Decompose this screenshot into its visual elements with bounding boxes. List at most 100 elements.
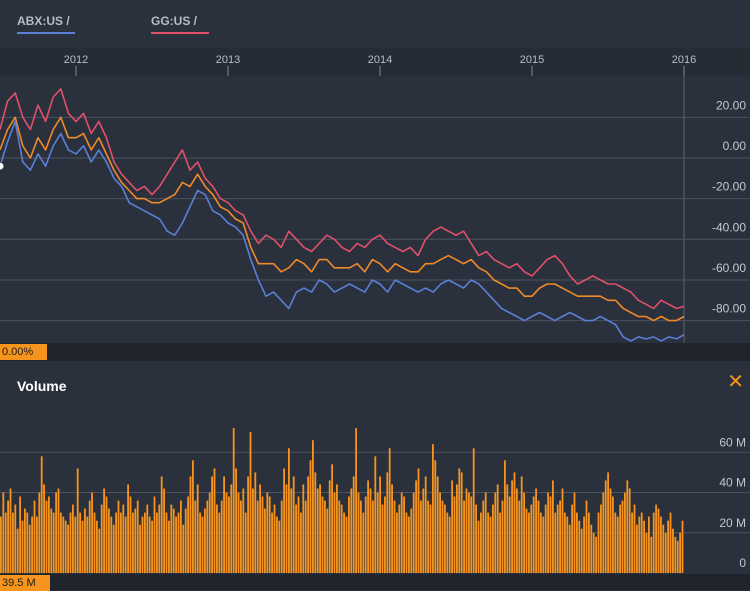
volume-bar xyxy=(408,516,410,573)
volume-bar xyxy=(554,512,557,573)
volume-bar xyxy=(120,512,122,573)
volume-bar xyxy=(175,516,177,573)
volume-bar xyxy=(93,512,96,573)
volume-bar xyxy=(45,500,48,573)
volume-bar xyxy=(98,528,101,573)
volume-bar xyxy=(640,512,643,573)
volume-bar xyxy=(24,508,26,573)
volume-bar xyxy=(127,484,129,573)
volume-bar xyxy=(631,512,633,573)
y-tick-label: -80.00 xyxy=(712,302,746,316)
volume-bar xyxy=(273,504,276,573)
volume-bar xyxy=(621,500,624,573)
volume-bar xyxy=(614,512,617,573)
price-change-tag: 0.00% xyxy=(0,344,48,360)
y-tick-label: -20.00 xyxy=(712,180,746,194)
volume-bar xyxy=(648,516,650,573)
volume-bar xyxy=(340,504,343,573)
volume-bar xyxy=(667,520,669,573)
close-x-icon[interactable]: ✕ xyxy=(727,371,744,393)
volume-bar xyxy=(544,504,547,573)
volume-bar xyxy=(206,500,209,573)
volume-bar xyxy=(352,476,355,573)
volume-bar xyxy=(576,512,578,573)
volume-bar xyxy=(108,508,110,573)
volume-bar xyxy=(76,468,79,573)
volume-bar xyxy=(36,516,38,573)
volume-bar xyxy=(55,492,57,573)
volume-bar xyxy=(585,500,588,573)
volume-bar xyxy=(379,476,381,573)
volume-bar xyxy=(480,512,482,573)
volume-bar xyxy=(256,500,259,573)
volume-bar xyxy=(489,516,492,573)
y-tick-label: 20.00 xyxy=(716,98,746,112)
volume-panel-header: Volume ✕ xyxy=(0,362,750,410)
volume-bar xyxy=(525,508,528,573)
abx-line xyxy=(0,120,685,342)
y-tick-label: -40.00 xyxy=(712,220,746,234)
volume-bar xyxy=(48,496,50,573)
volume-bar xyxy=(482,500,485,573)
volume-bar xyxy=(588,512,590,573)
volume-bar xyxy=(74,516,77,573)
volume-bar xyxy=(307,476,309,573)
volume-bar xyxy=(472,448,475,573)
volume-bar xyxy=(151,520,153,573)
volume-bar xyxy=(261,496,264,573)
volume-bar xyxy=(530,504,533,573)
volume-tick-label: 40 M xyxy=(719,476,746,490)
volume-bar xyxy=(163,488,165,573)
volume-bar xyxy=(134,508,137,573)
volume-bar xyxy=(516,488,518,573)
legend-item-gg[interactable]: GG:US / xyxy=(151,14,209,37)
volume-bar xyxy=(626,480,629,573)
volume-bar xyxy=(396,512,398,573)
y-tick-label: -60.00 xyxy=(712,261,746,275)
volume-bar xyxy=(669,512,672,573)
volume-bar xyxy=(446,512,449,573)
legend-item-abx[interactable]: ABX:US / xyxy=(17,14,75,37)
volume-bar xyxy=(2,492,5,573)
volume-bar xyxy=(146,504,149,573)
volume-bar xyxy=(12,512,14,573)
volume-bar xyxy=(508,496,511,573)
volume-bar xyxy=(136,500,139,573)
volume-bar xyxy=(184,508,187,573)
volume-bar xyxy=(652,512,655,573)
volume-bar xyxy=(465,488,468,573)
volume-bar xyxy=(628,488,631,573)
volume-bar xyxy=(436,476,439,573)
volume-bar xyxy=(477,520,480,573)
volume-bar xyxy=(511,480,513,573)
volume-bar xyxy=(266,492,269,573)
volume-bar xyxy=(679,532,681,574)
volume-bar xyxy=(223,476,225,573)
volume-bar xyxy=(324,500,326,573)
volume-bar xyxy=(636,524,638,573)
volume-bar xyxy=(7,500,9,573)
volume-bar xyxy=(177,512,180,573)
volume-bar xyxy=(470,496,473,573)
volume-bar xyxy=(117,500,120,573)
volume-bar xyxy=(100,504,103,573)
volume-bar xyxy=(297,496,300,573)
volume-bar xyxy=(604,480,607,573)
volume-bar xyxy=(343,512,345,573)
volume-bar xyxy=(499,512,501,573)
volume-bar xyxy=(26,512,29,573)
volume-bar xyxy=(144,512,146,573)
volume-bar xyxy=(583,516,585,573)
volume-bar xyxy=(158,504,161,573)
volume-bar xyxy=(309,460,312,573)
volume-bar xyxy=(28,524,31,573)
volume-bar xyxy=(204,508,206,573)
volume-bar xyxy=(225,492,228,573)
volume-bar xyxy=(578,520,581,573)
volume-bar xyxy=(331,464,333,573)
volume-bar xyxy=(43,484,45,573)
legend: ABX:US / GG:US / xyxy=(0,0,750,48)
volume-bar xyxy=(132,512,134,573)
volume-bar xyxy=(112,524,115,573)
